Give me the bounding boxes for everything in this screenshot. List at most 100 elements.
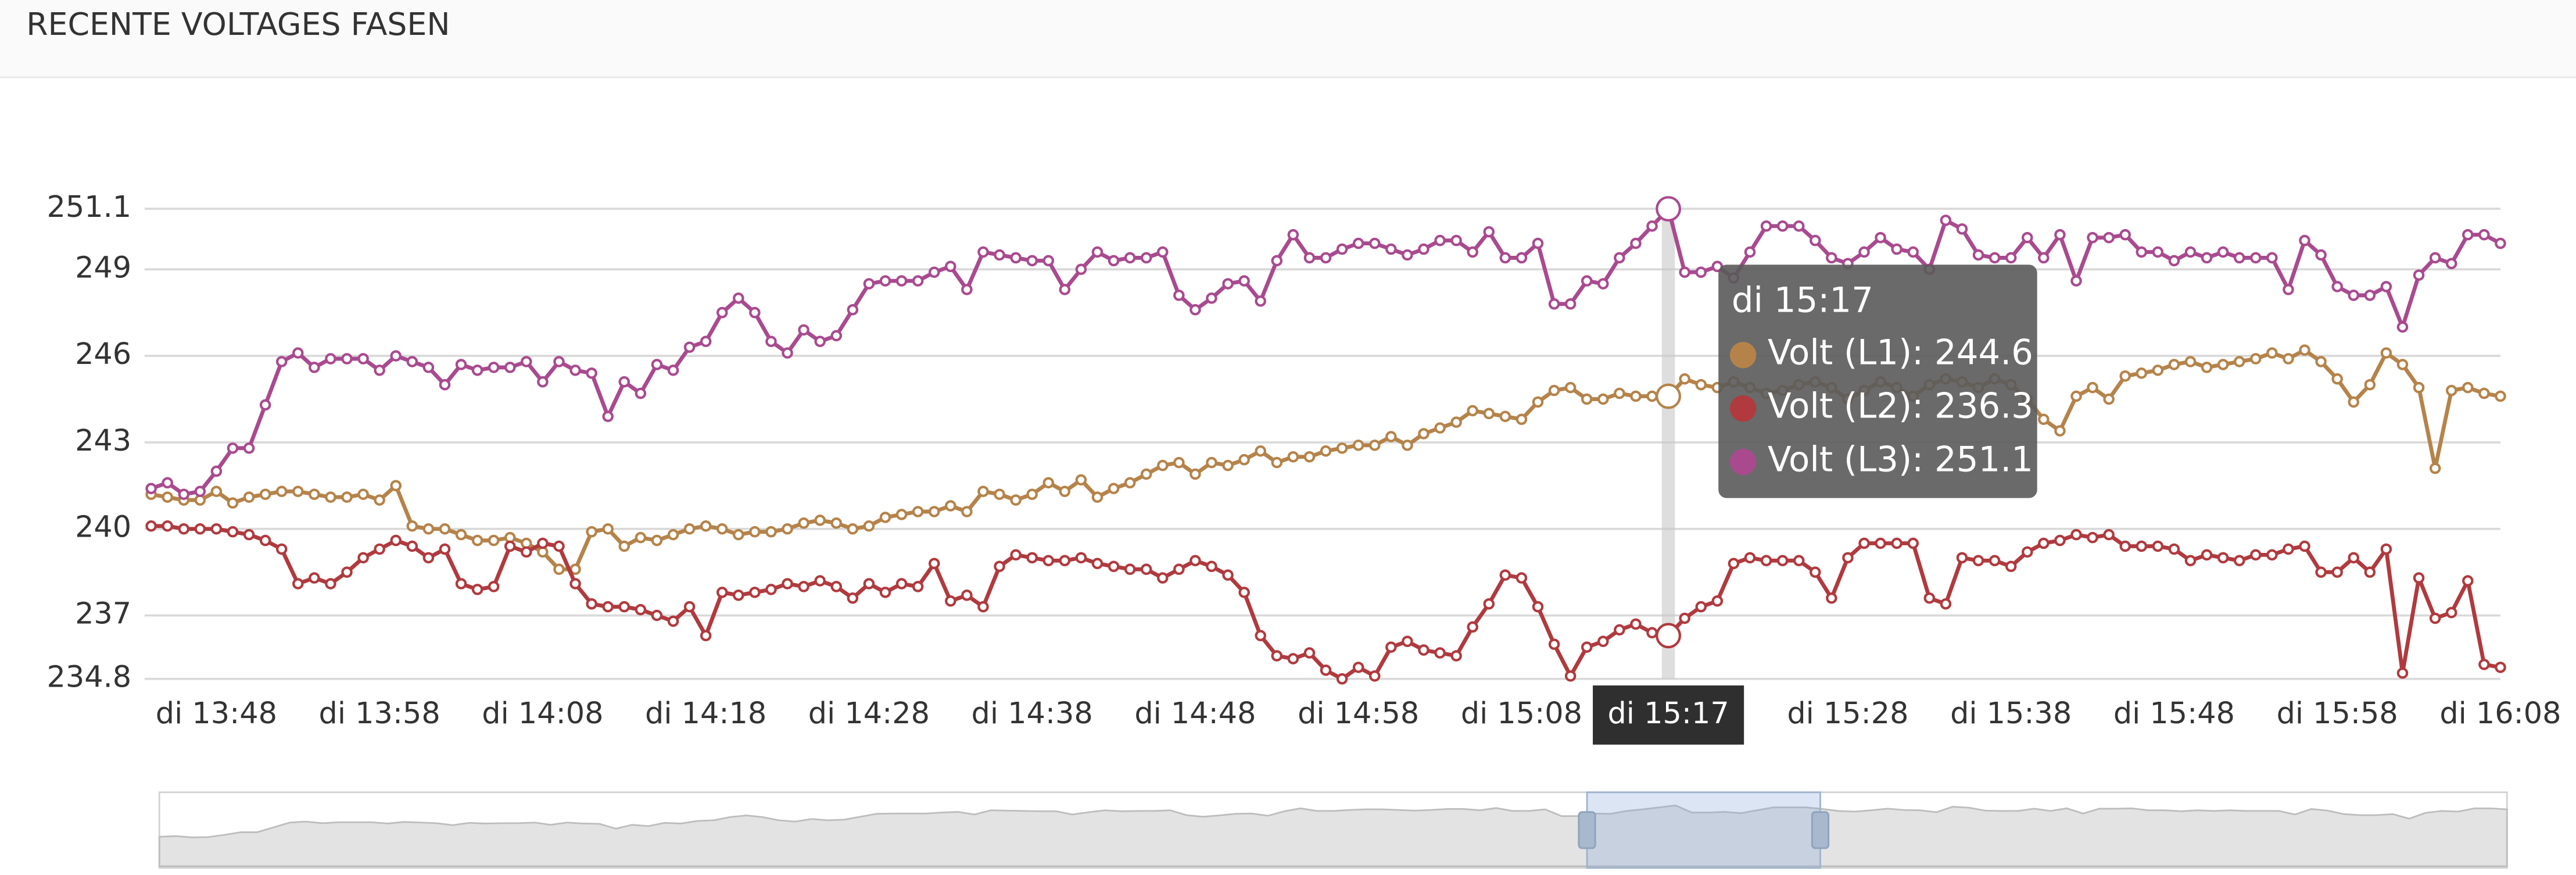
data-point	[945, 595, 956, 607]
data-point	[635, 603, 647, 616]
series-line	[151, 348, 2501, 572]
data-point	[1826, 252, 1837, 264]
data-point	[2315, 566, 2327, 578]
data-point	[1679, 266, 1690, 278]
data-point	[439, 523, 451, 535]
data-point	[1581, 641, 1593, 653]
data-point	[961, 284, 973, 295]
data-point	[2495, 237, 2506, 249]
data-point	[2054, 228, 2066, 241]
data-point	[2445, 258, 2457, 270]
data-point	[2152, 246, 2164, 258]
data-point	[912, 275, 924, 287]
data-point	[1597, 393, 1609, 405]
data-point	[1450, 234, 1462, 247]
data-point	[488, 534, 500, 547]
data-point	[2478, 387, 2490, 399]
data-point	[1940, 598, 1952, 610]
data-point	[1026, 552, 1038, 564]
data-point	[2283, 543, 2294, 555]
data-point	[1108, 255, 1120, 267]
data-zoom[interactable]	[158, 791, 2508, 869]
data-point	[406, 540, 418, 552]
data-point	[1483, 598, 1495, 610]
data-point	[1271, 255, 1283, 267]
data-point	[749, 306, 761, 319]
data-point	[1059, 555, 1071, 567]
data-point	[1238, 275, 1250, 287]
data-point	[553, 563, 565, 575]
data-point	[1548, 298, 1560, 310]
data-point	[1597, 278, 1609, 290]
data-point	[2054, 534, 2066, 547]
data-point	[879, 512, 891, 523]
data-point	[586, 367, 597, 379]
data-point	[716, 306, 728, 319]
data-point	[1532, 396, 1544, 408]
data-point	[749, 587, 761, 598]
data-point	[455, 578, 467, 590]
data-point	[1303, 252, 1316, 264]
data-point	[1206, 456, 1217, 469]
data-point	[1646, 220, 1658, 232]
data-point	[895, 275, 908, 287]
data-point	[1793, 220, 1805, 232]
zoom-preview	[158, 804, 2508, 867]
data-point	[2168, 543, 2180, 555]
data-point	[1744, 552, 1756, 564]
data-point	[341, 491, 353, 503]
data-point	[2103, 231, 2115, 244]
data-point	[1695, 601, 1707, 613]
data-point	[2445, 606, 2457, 619]
data-point	[259, 399, 271, 411]
data-point	[895, 509, 908, 520]
data-point	[455, 528, 467, 541]
data-point	[1760, 555, 1772, 567]
data-point	[667, 365, 679, 376]
data-point	[2184, 555, 2197, 567]
data-point	[814, 335, 826, 348]
data-point	[1450, 416, 1462, 428]
data-point	[1075, 552, 1087, 564]
data-point	[1776, 555, 1789, 567]
data-point	[1989, 252, 2001, 264]
data-point	[406, 520, 418, 532]
data-point	[406, 356, 418, 367]
data-point	[2348, 290, 2360, 301]
data-point	[765, 335, 777, 348]
data-point	[145, 520, 157, 532]
zoom-handle[interactable]	[1811, 811, 1830, 849]
data-point	[1402, 249, 1413, 261]
data-point	[1026, 255, 1038, 267]
data-point	[2233, 356, 2245, 367]
data-point	[2005, 560, 2017, 572]
x-tick-label: di 15:58	[2277, 696, 2398, 730]
data-point	[2119, 540, 2131, 552]
data-point	[2331, 281, 2343, 292]
data-point	[2396, 667, 2409, 679]
data-point	[553, 540, 565, 552]
data-point	[1368, 670, 1381, 682]
data-point	[292, 485, 304, 497]
data-point	[2250, 252, 2262, 264]
data-point	[1532, 601, 1544, 613]
data-point	[1320, 445, 1332, 457]
data-point	[1075, 474, 1087, 486]
data-point	[471, 534, 483, 547]
data-point	[1515, 252, 1528, 264]
data-point	[2217, 359, 2229, 370]
data-point	[1418, 644, 1429, 656]
zoom-handle[interactable]	[1578, 811, 1596, 849]
data-point	[618, 540, 630, 552]
data-point	[292, 347, 304, 359]
data-point	[895, 578, 908, 590]
data-point	[1042, 477, 1054, 489]
data-point	[2266, 252, 2278, 264]
data-point	[1483, 408, 1495, 420]
data-point	[2038, 252, 2050, 264]
data-point	[1238, 453, 1250, 466]
data-point	[210, 485, 223, 497]
data-point	[1548, 638, 1560, 650]
data-point	[1858, 246, 1870, 258]
data-point	[2364, 378, 2376, 391]
